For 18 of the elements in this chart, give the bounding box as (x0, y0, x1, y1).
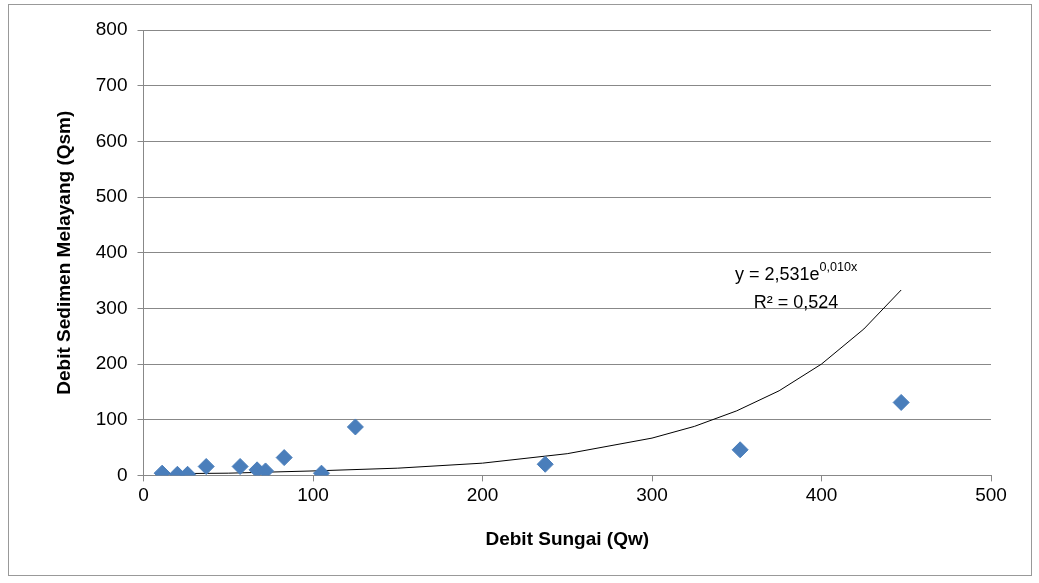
x-tick-label: 100 (297, 484, 329, 506)
y-tick-label: 0 (116, 463, 128, 485)
x-tick-label: 400 (805, 484, 838, 506)
x-tick-label: 500 (975, 484, 1007, 506)
y-tick-label: 200 (95, 352, 128, 374)
annotation: R² = 0,524 (753, 292, 839, 312)
y-axis-title: Debit Sedimen Melayang (Qsm) (52, 110, 74, 395)
x-axis-title: Debit Sungai (Qw) (485, 527, 650, 549)
y-tick-label: 500 (95, 185, 128, 207)
y-tick-label: 100 (95, 407, 128, 429)
x-tick-label: 200 (466, 484, 499, 506)
y-tick-label: 300 (95, 296, 128, 318)
y-tick-label: 400 (95, 240, 128, 262)
y-tick-label: 800 (95, 18, 128, 40)
y-tick-label: 600 (95, 129, 128, 151)
x-tick-label: 0 (138, 484, 149, 506)
x-tick-label: 300 (636, 484, 668, 506)
y-tick-label: 700 (95, 73, 128, 95)
